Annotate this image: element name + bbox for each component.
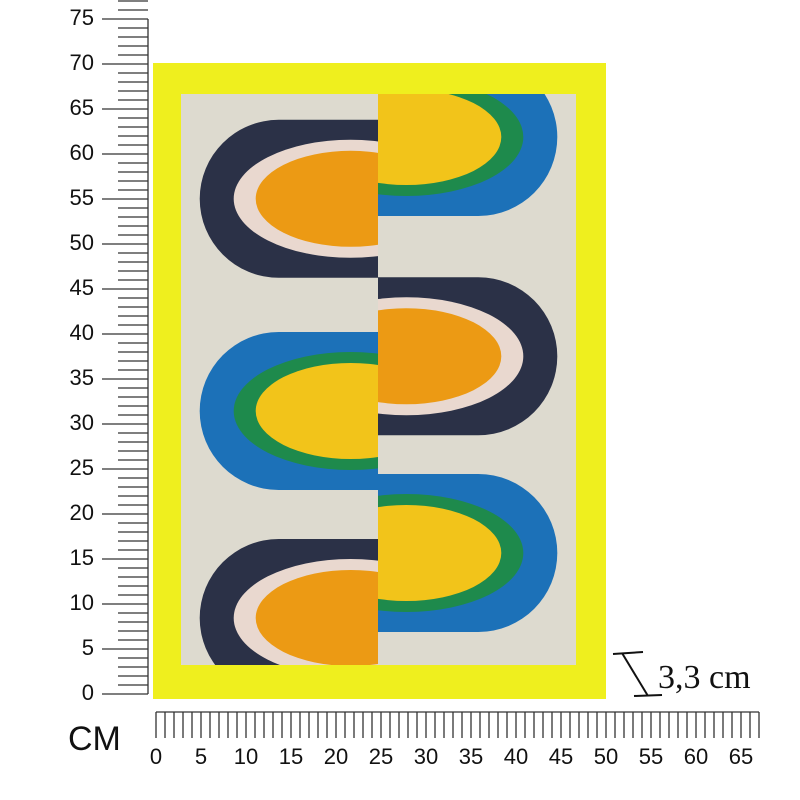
svg-text:60: 60 xyxy=(684,744,708,769)
svg-text:45: 45 xyxy=(549,744,573,769)
svg-text:20: 20 xyxy=(70,500,94,525)
svg-text:30: 30 xyxy=(414,744,438,769)
svg-text:35: 35 xyxy=(459,744,483,769)
svg-text:50: 50 xyxy=(594,744,618,769)
svg-text:65: 65 xyxy=(729,744,753,769)
svg-text:50: 50 xyxy=(70,230,94,255)
svg-text:20: 20 xyxy=(324,744,348,769)
svg-text:15: 15 xyxy=(70,545,94,570)
svg-text:25: 25 xyxy=(70,455,94,480)
svg-text:75: 75 xyxy=(70,5,94,30)
svg-text:10: 10 xyxy=(234,744,258,769)
svg-text:5: 5 xyxy=(82,635,94,660)
svg-text:5: 5 xyxy=(195,744,207,769)
svg-text:15: 15 xyxy=(279,744,303,769)
svg-text:55: 55 xyxy=(70,185,94,210)
svg-text:30: 30 xyxy=(70,410,94,435)
svg-text:CM: CM xyxy=(68,720,121,758)
svg-text:55: 55 xyxy=(639,744,663,769)
svg-text:25: 25 xyxy=(369,744,393,769)
svg-text:35: 35 xyxy=(70,365,94,390)
svg-text:10: 10 xyxy=(70,590,94,615)
svg-text:0: 0 xyxy=(150,744,162,769)
svg-text:45: 45 xyxy=(70,275,94,300)
svg-text:65: 65 xyxy=(70,95,94,120)
svg-text:40: 40 xyxy=(70,320,94,345)
svg-text:0: 0 xyxy=(82,680,94,705)
svg-text:3,3 cm: 3,3 cm xyxy=(658,659,751,696)
svg-text:40: 40 xyxy=(504,744,528,769)
svg-text:60: 60 xyxy=(70,140,94,165)
svg-text:70: 70 xyxy=(70,50,94,75)
